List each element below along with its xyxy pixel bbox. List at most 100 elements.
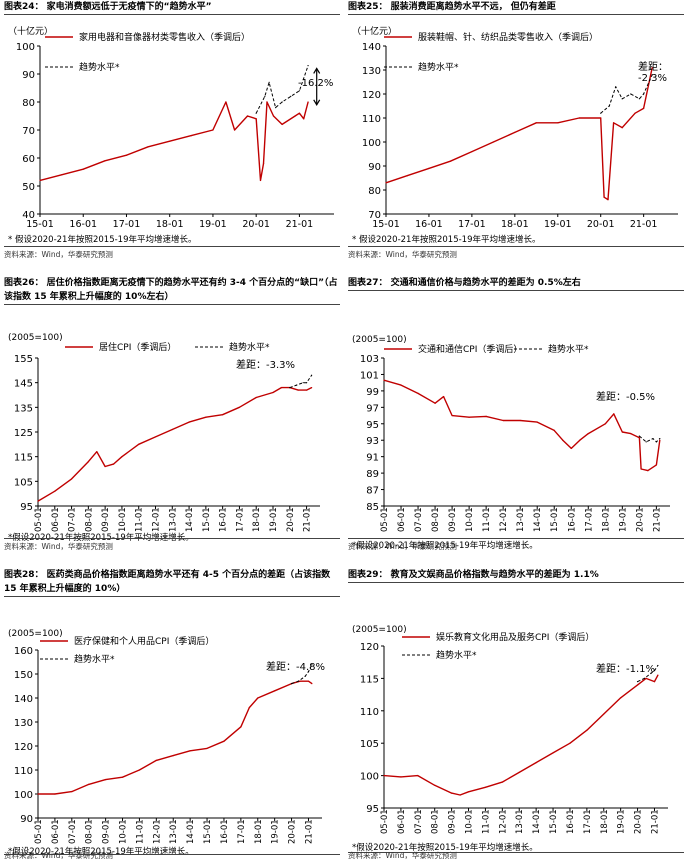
x-tick-label: 21-01 [304,819,314,844]
series-point [586,729,588,731]
x-tick-label: 20-01 [587,219,615,230]
series-point [233,129,236,131]
series-point [552,752,554,754]
source-rule [4,854,340,855]
series-point [484,786,487,788]
title-rule [4,14,340,15]
series-point [417,392,419,394]
y-tick-label: 40 [22,210,35,221]
series-point [274,690,276,692]
series-point [428,167,430,169]
x-tick-label: 18-01 [501,219,529,230]
y-tick-label: 145 [14,379,33,390]
trend-line [289,375,313,389]
title-rule [4,304,340,305]
series-point [578,117,580,119]
series-point [653,681,656,683]
footnote: *假设2020-21年按照2015-19年平均增速增长。 [352,842,538,853]
x-tick-label: 15-01 [203,819,213,844]
series-point [266,101,268,103]
gap-annotation: -2.3% [638,73,667,84]
x-tick-label: 05-01 [380,809,390,834]
series-point [121,456,123,458]
y-tick-label: 50 [22,182,35,193]
x-tick-label: 16-01 [69,219,97,230]
gap-annotation: 差距：-3.3% [236,358,295,371]
legend-label: 交通和通信CPI（季调后） [418,343,522,355]
series-point [514,131,516,133]
trend-point [650,672,652,674]
series-point [451,414,453,417]
series-point [307,680,310,682]
x-tick-label: 17-01 [237,819,247,844]
series-point [212,129,214,131]
x-tick-label: 16-01 [219,507,229,532]
unit-label: (2005=100) [8,629,63,639]
series-point [311,387,313,389]
trend-point [307,65,309,67]
series-point [406,175,409,177]
trend-point [311,374,313,376]
y-tick-label: 140 [362,42,381,53]
x-tick-label: 20-01 [634,809,644,834]
series-point [240,726,242,728]
series-point [657,674,659,676]
footnote: * 假设2020-21年按照2015-19年平均增速增长。 [8,234,196,245]
y-tick-label: 89 [366,469,379,480]
trend-point [651,74,653,76]
x-tick-label: 11-01 [135,819,145,844]
legend-label: 娱乐教育文化用品及服务CPI（季调后） [436,631,594,643]
legend-label: 趋势水平* [79,61,120,73]
source-rule [348,852,684,853]
x-tick-label: 16-01 [567,507,577,532]
y-tick-label: 93 [366,436,379,447]
title-rule [4,596,340,597]
x-tick-label: 08-01 [85,819,95,844]
gap-arrow-head [313,99,321,106]
series-point [651,67,653,69]
trend-point [264,95,266,97]
series-point [400,384,402,386]
chart-fig27: (2005=100) 85 87 89 91 93 95 97 99 101 103 05-01 06-… [352,335,670,551]
series-point [138,769,141,771]
y-tick-label: 99 [366,387,379,398]
trend-point [290,95,292,97]
series-point [621,431,623,433]
trend-point [615,86,617,88]
chart-title: 图表28： 医药类商品价格指数距离趋势水平还有 4-5 个百分点的差距（占该指数… [4,570,331,594]
trend-point [638,435,640,437]
chart-fig24: （十亿元） 40 50 60 70 80 90 100 15-01 16-01 17-01 18-01… [8,25,334,245]
y-tick-label: 105 [360,739,379,750]
panel-fig28: 图表28： 医药类商品价格指数距离趋势水平还有 4-5 个百分点的差距（占该指数… [4,568,344,862]
trend-point [304,675,306,677]
series-point [303,118,305,120]
x-tick-label: 19-01 [544,219,572,230]
footnote: * 假设2020-21年按照2015-19年平均增速增长。 [352,234,540,245]
x-tick-label: 13-01 [516,507,526,532]
x-tick-label: 07-01 [68,819,78,844]
trend-point [307,671,310,673]
series-line [39,101,309,182]
legend-label: 趋势水平* [229,341,270,353]
series-point [659,439,661,441]
x-tick-label: 12-01 [152,819,162,844]
y-tick-label: 130 [362,66,381,77]
series-point [262,163,265,165]
y-tick-label: 110 [362,114,381,125]
series-point [557,122,559,124]
y-tick-label: 95 [366,420,379,431]
y-tick-label: 120 [362,90,381,101]
x-tick-label: 15-01 [26,219,54,230]
series-point [492,141,494,143]
series-point [385,182,387,184]
legend-label: 医疗保健和个人用品CPI（季调后） [74,635,214,647]
x-tick-label: 17-01 [583,809,593,834]
series-point [206,747,208,749]
trend-point [305,382,308,384]
series-point [105,779,107,781]
legend-label: 服装鞋帽、针、纺织品类零售收入（季调后） [418,31,598,43]
series-point [223,740,225,742]
y-tick-label: 91 [366,453,379,464]
y-tick-label: 101 [360,370,379,381]
series-point [645,677,647,679]
